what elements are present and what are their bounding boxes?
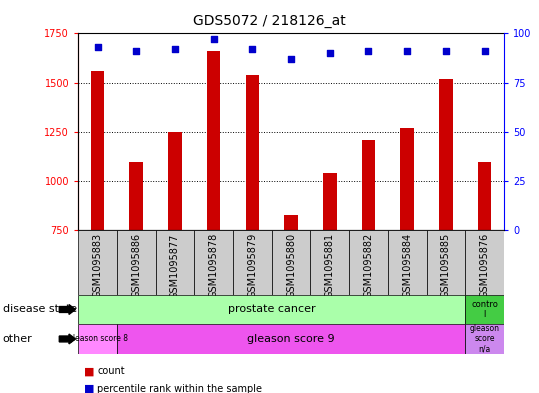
Bar [246, 75, 259, 377]
Point [403, 48, 411, 54]
Point [171, 46, 179, 52]
Text: prostate cancer: prostate cancer [228, 305, 315, 314]
Text: GSM1095878: GSM1095878 [209, 233, 219, 298]
Text: GSM1095883: GSM1095883 [93, 233, 102, 298]
Bar [168, 132, 182, 377]
Bar [400, 128, 414, 377]
Bar [78, 230, 117, 295]
Text: GSM1095885: GSM1095885 [441, 233, 451, 298]
Bar [117, 230, 156, 295]
Bar [272, 230, 310, 295]
Text: disease state: disease state [3, 305, 77, 314]
Bar [233, 230, 272, 295]
Text: gleason score 9: gleason score 9 [247, 334, 335, 344]
Text: contro
l: contro l [471, 300, 498, 319]
Text: GSM1095879: GSM1095879 [247, 233, 257, 298]
Bar [284, 215, 298, 377]
Point [209, 36, 218, 42]
Point [480, 48, 489, 54]
Bar [117, 324, 465, 354]
Text: GDS5072 / 218126_at: GDS5072 / 218126_at [193, 14, 346, 28]
Text: GSM1095886: GSM1095886 [131, 233, 141, 298]
Bar [439, 79, 453, 377]
Bar [323, 173, 336, 377]
Bar [465, 230, 504, 295]
Text: other: other [3, 334, 32, 344]
Point [93, 44, 102, 50]
Bar [91, 71, 104, 377]
Bar [465, 295, 504, 324]
Text: GSM1095881: GSM1095881 [325, 233, 335, 298]
Text: gleason
score
n/a: gleason score n/a [469, 324, 500, 354]
Bar [194, 230, 233, 295]
Point [248, 46, 257, 52]
Text: GSM1095877: GSM1095877 [170, 233, 180, 299]
Text: GSM1095884: GSM1095884 [402, 233, 412, 298]
Text: count: count [97, 366, 125, 376]
Text: GSM1095876: GSM1095876 [480, 233, 489, 298]
Bar [478, 162, 492, 377]
Text: GSM1095882: GSM1095882 [363, 233, 374, 298]
Text: GSM1095880: GSM1095880 [286, 233, 296, 298]
Bar [362, 140, 375, 377]
Text: percentile rank within the sample: percentile rank within the sample [97, 384, 262, 393]
Text: ■: ■ [84, 366, 94, 376]
Point [287, 56, 295, 62]
Point [132, 48, 141, 54]
Text: ■: ■ [84, 384, 94, 393]
Bar [426, 230, 465, 295]
Point [326, 50, 334, 56]
Bar [156, 230, 194, 295]
Bar [207, 51, 220, 377]
Point [441, 48, 450, 54]
Bar [310, 230, 349, 295]
Bar [465, 324, 504, 354]
Bar [388, 230, 426, 295]
Bar [349, 230, 388, 295]
Bar [129, 162, 143, 377]
Point [364, 48, 373, 54]
Text: gleason score 8: gleason score 8 [67, 334, 128, 343]
Bar [78, 324, 117, 354]
